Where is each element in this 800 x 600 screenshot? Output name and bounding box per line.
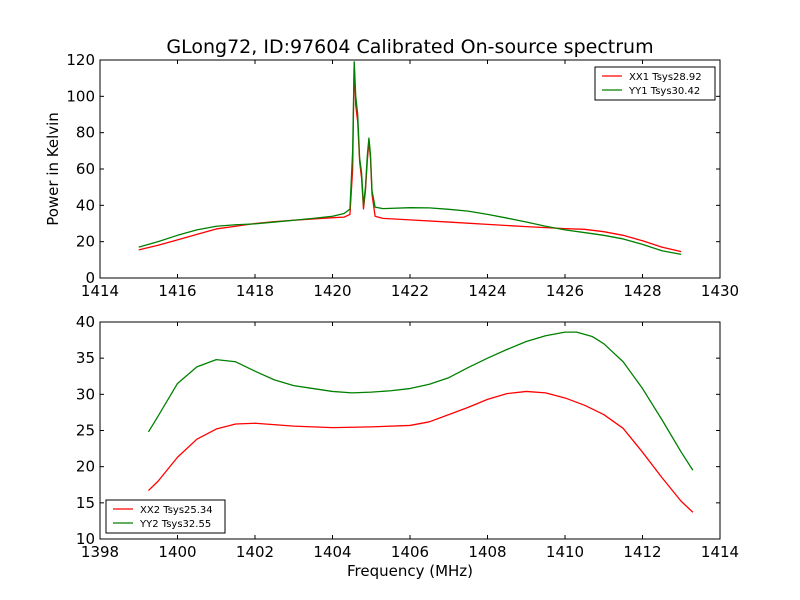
x-tick-label: 1414	[81, 282, 119, 300]
x-tick-label: 1402	[236, 543, 274, 561]
y-tick-label: 20	[76, 233, 95, 251]
top-y-axis-label: Power in Kelvin	[44, 112, 62, 226]
bottom-x-axis-label: Frequency (MHz)	[347, 562, 473, 580]
x-tick-label: 1408	[468, 543, 506, 561]
x-tick-label: 1424	[468, 282, 506, 300]
legend-label: XX1 Tsys28.92	[629, 72, 702, 83]
y-tick-label: 15	[76, 494, 95, 512]
x-tick-label: 1398	[81, 543, 119, 561]
legend-box	[105, 499, 226, 534]
legend-box	[594, 66, 716, 101]
y-tick-label: 40	[76, 196, 95, 214]
y-tick-label: 30	[76, 385, 95, 403]
x-tick-label: 1428	[623, 282, 661, 300]
x-tick-label: 1422	[391, 282, 429, 300]
y-tick-label: 35	[76, 349, 95, 367]
y-tick-label: 25	[76, 422, 95, 440]
legend-label: XX2 Tsys25.34	[140, 505, 213, 516]
x-tick-label: 1412	[623, 543, 661, 561]
x-tick-label: 1410	[546, 543, 584, 561]
x-tick-label: 1418	[236, 282, 274, 300]
y-tick-label: 120	[66, 51, 95, 69]
chart-title: GLong72, ID:97604 Calibrated On-source s…	[166, 36, 653, 58]
x-tick-label: 1406	[391, 543, 429, 561]
x-tick-label: 1416	[158, 282, 196, 300]
y-tick-label: 0	[85, 269, 95, 287]
y-tick-label: 20	[76, 458, 95, 476]
series-line-2-2	[147, 331, 694, 471]
y-tick-label: 100	[66, 87, 95, 105]
y-tick-label: 10	[76, 530, 95, 548]
legend-1: XX1 Tsys28.92 YY1 Tsys30.42	[594, 66, 716, 101]
legend-label: YY2 Tsys32.55	[139, 519, 211, 530]
x-tick-label: 1404	[313, 543, 351, 561]
x-tick-label: 1400	[158, 543, 196, 561]
x-tick-label: 1426	[546, 282, 584, 300]
top-plot-area: 1414 1416 1418 1420 1422 1424 1426 1428 1430 0 20 4…	[66, 51, 739, 300]
x-tick-label: 1430	[701, 282, 739, 300]
series-line-1-2	[138, 61, 682, 256]
legend-2: XX2 Tsys25.34 YY2 Tsys32.55	[105, 499, 226, 534]
bottom-plot-area: 1398 1400 1402 1404 1406 1408 1410 1412 1414 10 15…	[76, 313, 739, 561]
x-tick-label: 1420	[313, 282, 351, 300]
series-line-2-1	[147, 390, 694, 513]
legend-label: YY1 Tsys30.42	[628, 86, 700, 97]
y-tick-label: 60	[76, 160, 95, 178]
y-tick-label: 40	[76, 313, 95, 331]
x-tick-label: 1414	[701, 543, 739, 561]
y-tick-label: 80	[76, 124, 95, 142]
